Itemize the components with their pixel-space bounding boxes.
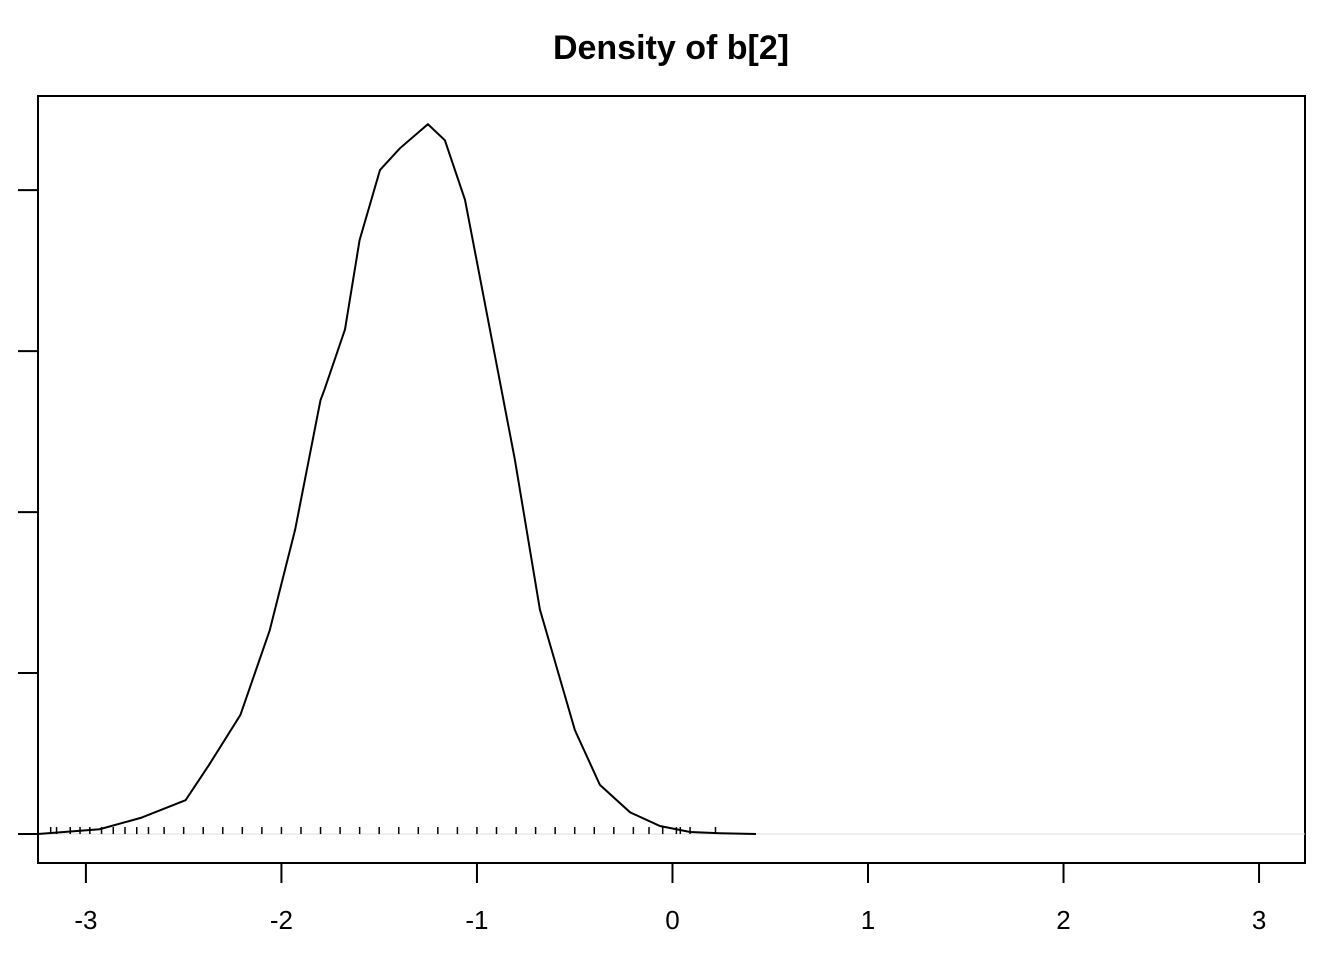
x-tick-label: 1 [861, 905, 875, 935]
density-line [37, 122, 757, 835]
chart-title: Density of b[2] [553, 29, 789, 67]
x-tick-label: -1 [465, 905, 488, 935]
x-tick-label: -3 [74, 905, 97, 935]
x-tick-label: -2 [270, 905, 293, 935]
plot-frame [37, 95, 1306, 864]
x-tick-label: 3 [1252, 905, 1266, 935]
x-tick-label: 0 [665, 905, 679, 935]
x-tick-label: 2 [1056, 905, 1070, 935]
